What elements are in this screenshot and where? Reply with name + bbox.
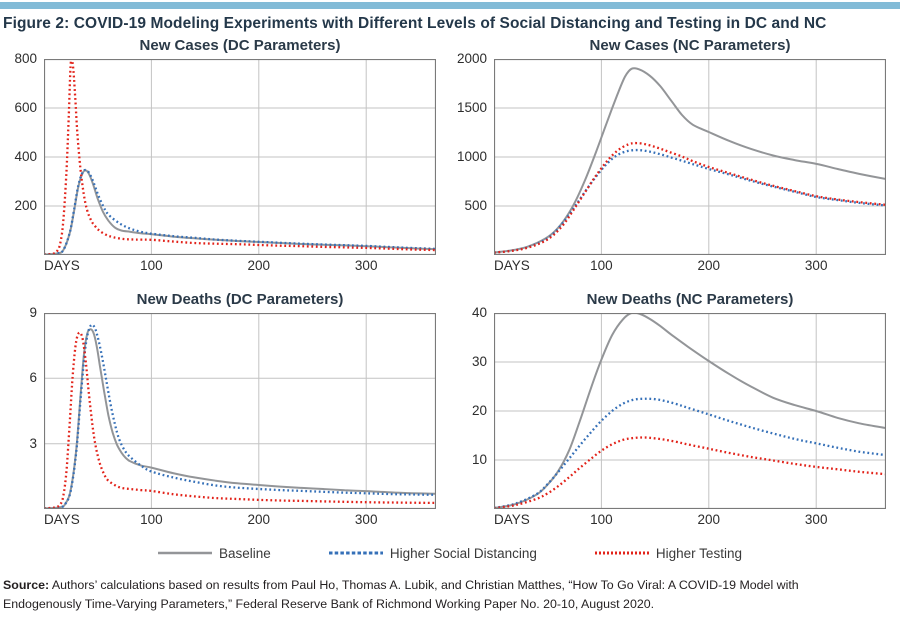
series-line-baseline xyxy=(494,67,886,254)
x-tick-label: 200 xyxy=(697,258,721,273)
y-tick-label: 2000 xyxy=(456,51,487,66)
y-tick-label: 20 xyxy=(471,403,487,418)
chart-new-deaths-nc: New Deaths (NC Parameters) 10 20 30 40 DAYS… xyxy=(450,291,900,530)
legend-item-baseline: Baseline xyxy=(158,544,271,562)
series-line-higher-social-distancing xyxy=(494,397,886,509)
y-tick-label: 1500 xyxy=(456,100,487,115)
source-label: Source: xyxy=(3,578,50,592)
chart-new-cases-dc: New Cases (DC Parameters) 200 400 600 800 D… xyxy=(0,37,450,276)
x-axis-days-label: DAYS xyxy=(494,258,530,273)
x-tick-label: 100 xyxy=(590,258,613,273)
y-axis: 10 20 30 40 xyxy=(450,305,494,509)
source-text: Authors’ calculations based on results f… xyxy=(3,578,799,611)
y-tick-label: 9 xyxy=(29,305,37,320)
plot-area xyxy=(44,59,436,255)
plot-svg xyxy=(494,313,886,509)
chart-body: 200 400 600 800 xyxy=(0,51,450,255)
y-tick-label: 500 xyxy=(464,198,487,213)
dotted-line-swatch-icon xyxy=(328,544,383,562)
y-tick-label: 3 xyxy=(29,435,37,451)
x-tick-label: 300 xyxy=(804,258,828,273)
legend: Baseline Higher Social Distancing Higher… xyxy=(0,543,900,563)
x-axis: DAYS 100 200 300 xyxy=(44,255,436,276)
x-tick-label: 300 xyxy=(804,512,828,527)
y-tick-label: 600 xyxy=(14,100,37,115)
y-tick-label: 1000 xyxy=(456,149,487,164)
x-tick-label: 300 xyxy=(354,258,378,273)
series-line-baseline xyxy=(494,313,886,509)
plot-area xyxy=(494,59,886,255)
series-line-higher-social-distancing xyxy=(494,148,886,254)
x-tick-label: 100 xyxy=(590,512,613,527)
series-line-higher-social-distancing xyxy=(44,323,436,509)
dotted-line-swatch-icon xyxy=(594,544,649,562)
x-axis: DAYS 100 200 300 xyxy=(494,509,886,530)
plot-area xyxy=(44,313,436,509)
series-line-higher-testing xyxy=(44,331,436,509)
baseline-line-swatch-icon xyxy=(158,544,213,562)
legend-item-higher-social-distancing: Higher Social Distancing xyxy=(328,544,537,562)
x-tick-label: 200 xyxy=(697,512,721,527)
chart-body: 10 20 30 40 xyxy=(450,305,900,509)
x-axis-days-label: DAYS xyxy=(494,512,530,527)
series-line-higher-social-distancing xyxy=(44,168,436,255)
x-axis-days-label: DAYS xyxy=(44,512,80,527)
plot-border xyxy=(494,59,886,255)
x-axis-days-label: DAYS xyxy=(44,258,80,273)
chart-title: New Cases (NC Parameters) xyxy=(589,37,791,54)
x-tick-label: 100 xyxy=(140,258,163,273)
accent-bar xyxy=(0,2,900,9)
x-tick-label: 100 xyxy=(140,512,163,527)
chart-body: 500 1000 1500 2000 xyxy=(450,51,900,255)
y-tick-label: 10 xyxy=(471,452,487,467)
series-line-higher-testing xyxy=(494,141,886,254)
x-tick-label: 200 xyxy=(247,512,271,527)
y-axis: 500 1000 1500 2000 xyxy=(450,51,494,255)
y-axis: 3 6 9 xyxy=(0,305,44,509)
series-line-higher-testing xyxy=(494,436,886,509)
plot-svg xyxy=(494,59,886,255)
x-axis: DAYS 100 200 300 xyxy=(44,509,436,530)
y-tick-label: 6 xyxy=(29,370,37,386)
plot-area xyxy=(494,313,886,509)
y-axis: 200 400 600 800 xyxy=(0,51,44,255)
x-axis: DAYS 100 200 300 xyxy=(494,255,886,276)
y-tick-label: 40 xyxy=(471,305,487,320)
y-tick-label: 800 xyxy=(14,51,37,66)
legend-item-higher-testing: Higher Testing xyxy=(594,544,742,562)
legend-label: Higher Social Distancing xyxy=(389,545,537,561)
plot-svg xyxy=(44,313,436,509)
charts-grid: New Cases (DC Parameters) 200 400 600 800 D… xyxy=(0,37,900,530)
plot-svg xyxy=(44,59,436,255)
y-tick-label: 400 xyxy=(14,149,37,164)
figure-title: Figure 2: COVID-19 Modeling Experiments … xyxy=(3,15,827,32)
legend-label: Higher Testing xyxy=(655,545,742,561)
chart-title: New Deaths (DC Parameters) xyxy=(136,291,344,308)
chart-body: 3 6 9 xyxy=(0,305,450,509)
chart-title: New Cases (DC Parameters) xyxy=(139,37,341,54)
series-line-higher-testing xyxy=(44,59,436,255)
x-tick-label: 200 xyxy=(247,258,271,273)
plot-border xyxy=(44,59,436,255)
y-tick-label: 30 xyxy=(471,354,487,369)
y-tick-label: 200 xyxy=(14,198,37,213)
plot-border xyxy=(494,313,886,509)
legend-label: Baseline xyxy=(219,545,271,561)
chart-title: New Deaths (NC Parameters) xyxy=(586,291,794,308)
chart-new-cases-nc: New Cases (NC Parameters) 500 1000 1500 200… xyxy=(450,37,900,276)
source-note: Source: Authors’ calculations based on r… xyxy=(3,576,863,613)
plot-border xyxy=(44,313,436,509)
x-tick-label: 300 xyxy=(354,512,378,527)
chart-new-deaths-dc: New Deaths (DC Parameters) 3 6 9 DAYS 100 20… xyxy=(0,291,450,530)
